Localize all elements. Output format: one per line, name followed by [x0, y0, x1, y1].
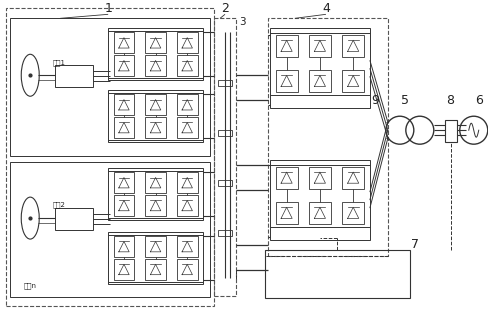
- Bar: [145, 172, 165, 193]
- Text: 4: 4: [321, 2, 329, 15]
- Text: 2: 2: [221, 2, 228, 15]
- Bar: [218, 80, 231, 86]
- Bar: [275, 35, 297, 57]
- Bar: [177, 94, 197, 115]
- Bar: [177, 172, 197, 193]
- Bar: [177, 55, 197, 76]
- Bar: [342, 202, 364, 224]
- Text: 1: 1: [104, 2, 112, 15]
- Bar: [145, 32, 165, 53]
- Bar: [308, 167, 330, 189]
- Bar: [55, 65, 93, 87]
- Bar: [177, 236, 197, 257]
- Bar: [55, 208, 93, 230]
- Bar: [113, 117, 134, 138]
- Bar: [308, 70, 330, 92]
- Bar: [113, 236, 134, 257]
- Text: 7: 7: [410, 238, 418, 250]
- Text: 风机1: 风机1: [52, 59, 65, 66]
- Bar: [113, 259, 134, 280]
- Bar: [342, 167, 364, 189]
- Bar: [218, 130, 231, 136]
- Bar: [269, 28, 369, 108]
- Bar: [145, 55, 165, 76]
- Bar: [108, 28, 203, 80]
- Bar: [177, 32, 197, 53]
- Bar: [108, 90, 203, 142]
- Bar: [444, 120, 456, 142]
- Text: 5: 5: [400, 94, 408, 107]
- Bar: [145, 236, 165, 257]
- Text: 风机n: 风机n: [24, 283, 37, 289]
- Bar: [145, 94, 165, 115]
- Bar: [342, 35, 364, 57]
- Bar: [113, 32, 134, 53]
- Text: 风机2: 风机2: [52, 202, 65, 209]
- Bar: [108, 168, 203, 220]
- Text: 6: 6: [474, 94, 482, 107]
- Bar: [177, 195, 197, 216]
- Bar: [145, 195, 165, 216]
- Bar: [275, 202, 297, 224]
- Bar: [113, 94, 134, 115]
- Bar: [267, 18, 387, 256]
- Bar: [308, 202, 330, 224]
- Bar: [113, 172, 134, 193]
- Bar: [108, 232, 203, 284]
- Bar: [275, 167, 297, 189]
- Bar: [113, 195, 134, 216]
- Bar: [308, 35, 330, 57]
- Bar: [145, 259, 165, 280]
- Bar: [10, 18, 210, 156]
- Bar: [218, 230, 231, 236]
- Bar: [275, 70, 297, 92]
- Text: 8: 8: [445, 94, 453, 107]
- Bar: [214, 18, 236, 296]
- Bar: [145, 117, 165, 138]
- Bar: [218, 180, 231, 186]
- Bar: [6, 8, 214, 306]
- Text: 3: 3: [238, 17, 245, 27]
- Bar: [269, 160, 369, 240]
- Bar: [10, 162, 210, 297]
- Bar: [264, 250, 409, 298]
- Bar: [342, 70, 364, 92]
- Bar: [177, 259, 197, 280]
- Bar: [177, 117, 197, 138]
- Bar: [113, 55, 134, 76]
- Text: 9: 9: [370, 94, 378, 107]
